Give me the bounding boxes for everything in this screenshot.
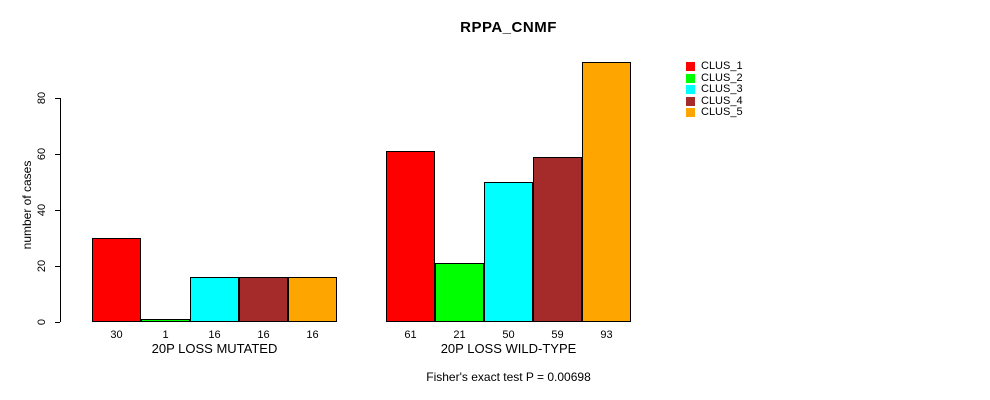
legend-label: CLUS_3 <box>701 83 743 95</box>
bar-value-label: 61 <box>404 329 417 341</box>
bar-clus_4-group1 <box>239 277 288 322</box>
legend-swatch-clus_4 <box>686 96 695 106</box>
bar-value-label: 16 <box>257 329 270 341</box>
bar-clus_4-group2 <box>533 157 582 322</box>
y-tick-label: 40 <box>36 203 48 217</box>
legend-swatch-clus_3 <box>686 85 695 94</box>
legend-swatch-clus_1 <box>686 62 695 71</box>
bar-clus_5-group1 <box>288 277 337 322</box>
bar-value-label: 21 <box>453 329 466 341</box>
y-tick-label: 80 <box>36 91 48 105</box>
bar-value-label: 16 <box>306 329 319 341</box>
bar-clus_5-group2 <box>582 62 631 322</box>
y-tick-label: 20 <box>36 259 48 273</box>
bar-value-label: 1 <box>162 329 169 341</box>
bar-clus_3-group1 <box>190 277 239 322</box>
bar-value-label: 16 <box>208 329 221 341</box>
legend-swatch-clus_2 <box>686 73 695 83</box>
fisher-test-annotation: Fisher's exact test P = 0.00698 <box>426 370 591 384</box>
bar-clus_2-group1 <box>141 319 190 322</box>
bar-clus_1-group2 <box>386 151 435 322</box>
y-axis-tick <box>55 154 60 155</box>
bar-value-label: 59 <box>551 329 564 341</box>
bar-clus_2-group2 <box>435 263 484 322</box>
group-label-mutated: 20P LOSS MUTATED <box>151 341 278 356</box>
y-axis-tick <box>55 322 60 323</box>
bar-clus_1-group1 <box>92 238 141 322</box>
bar-value-label: 93 <box>600 329 613 341</box>
chart-title: RPPA_CNMF <box>460 19 557 36</box>
bar-clus_3-group2 <box>484 182 533 322</box>
legend-swatch-clus_5 <box>686 108 695 117</box>
y-axis-line <box>60 98 61 322</box>
y-tick-label: 60 <box>36 147 48 161</box>
bar-value-label: 50 <box>502 329 515 341</box>
legend-label: CLUS_1 <box>701 60 743 72</box>
y-tick-label: 0 <box>36 318 48 326</box>
y-axis-tick <box>55 266 60 267</box>
legend-label: CLUS_2 <box>701 71 743 84</box>
legend-label: CLUS_4 <box>701 94 743 107</box>
bar-value-label: 30 <box>110 329 123 341</box>
y-axis-tick <box>55 210 60 211</box>
group-label-wild-type: 20P LOSS WILD-TYPE <box>440 341 577 356</box>
legend-label: CLUS_5 <box>701 106 743 118</box>
y-axis-tick <box>55 98 60 99</box>
